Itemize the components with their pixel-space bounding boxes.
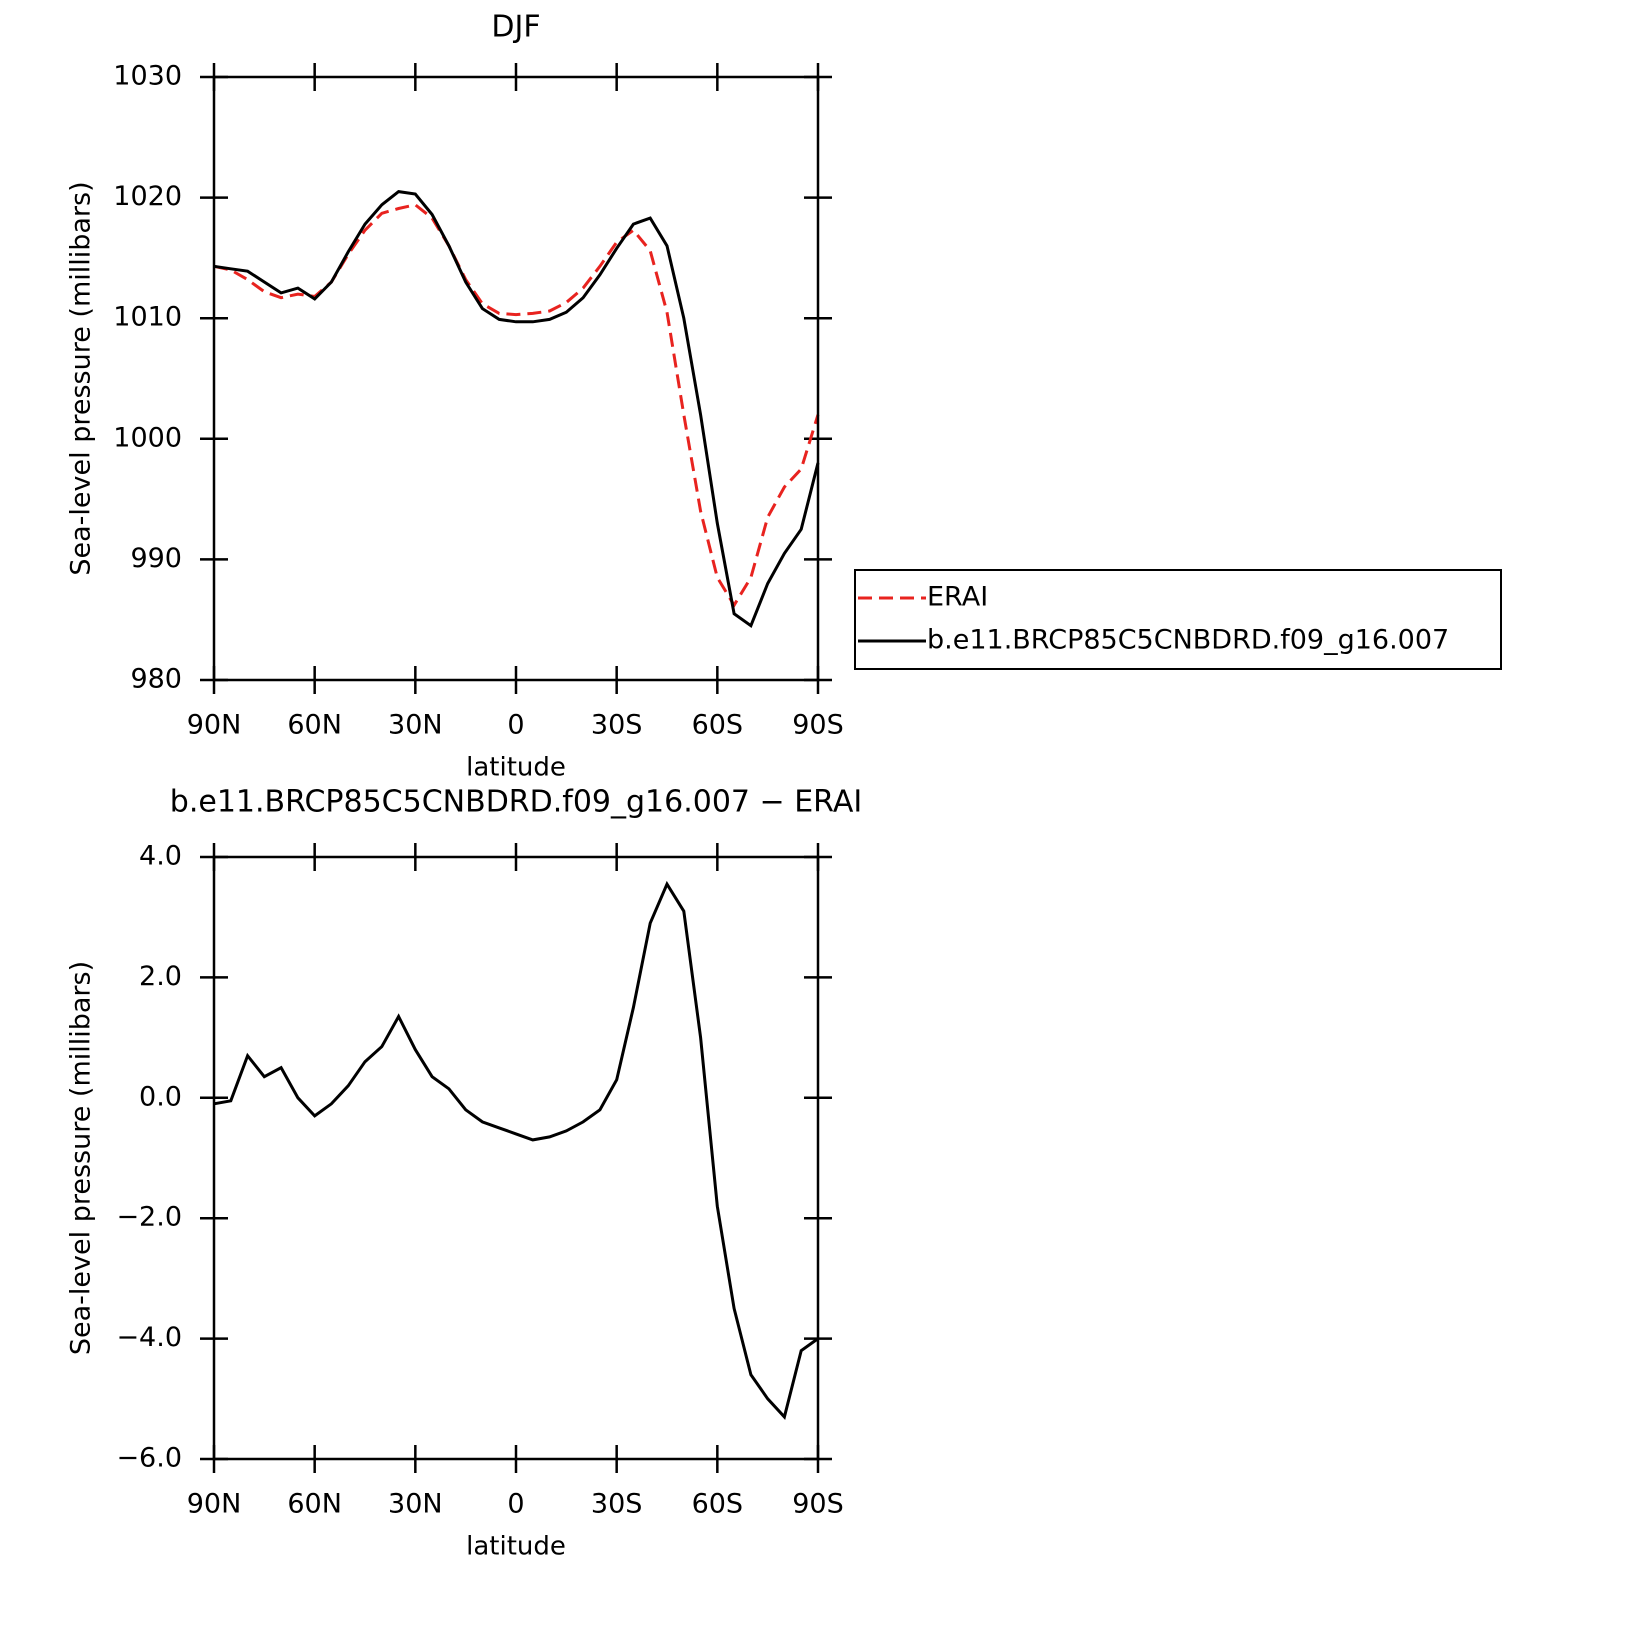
- x-tick-label: 30S: [591, 1489, 643, 1520]
- x-tick-label: 60N: [287, 1489, 342, 1520]
- y-tick-label: 0.0: [139, 1081, 182, 1112]
- y-tick-label: 990: [130, 543, 182, 574]
- y-tick-label: 1030: [113, 61, 182, 92]
- y-tick-label: −4.0: [116, 1322, 182, 1353]
- plot-frame: [212, 855, 820, 1461]
- y-tick-label: 1000: [113, 422, 182, 453]
- x-tick-label: 60N: [287, 710, 342, 741]
- legend-label: b.e11.BRCP85C5CNBDRD.f09_g16.007: [927, 625, 1449, 656]
- x-tick-label: 90N: [187, 1489, 242, 1520]
- x-tick-label: 90N: [187, 710, 242, 741]
- y-tick-label: 1020: [113, 181, 182, 212]
- x-tick-label: 30S: [591, 710, 643, 741]
- x-tick-label: 0: [507, 710, 524, 741]
- plot-frame: [212, 75, 820, 682]
- x-tick-label: 90S: [792, 710, 844, 741]
- y-tick-label: 1010: [113, 302, 182, 333]
- x-axis-label: latitude: [466, 753, 566, 783]
- series-line: [213, 203, 820, 609]
- x-tick-label: 30N: [388, 1489, 443, 1520]
- x-tick-label: 90S: [792, 1489, 844, 1520]
- y-tick-label: 2.0: [139, 961, 182, 992]
- y-tick-label: −2.0: [116, 1202, 182, 1233]
- chart-title: DJF: [491, 10, 540, 45]
- y-tick-label: −6.0: [116, 1443, 182, 1474]
- y-tick-label: 980: [130, 664, 182, 695]
- legend-box: [854, 569, 1502, 670]
- x-tick-label: 60S: [692, 710, 744, 741]
- legend-label: ERAI: [927, 582, 988, 613]
- x-tick-label: 0: [507, 1489, 524, 1520]
- x-tick-label: 30N: [388, 710, 443, 741]
- y-axis-label: Sea-level pressure (millibars): [66, 961, 97, 1355]
- y-tick-label: 4.0: [139, 841, 182, 872]
- y-axis-label: Sea-level pressure (millibars): [66, 181, 97, 575]
- x-tick-label: 60S: [692, 1489, 744, 1520]
- chart-title: b.e11.BRCP85C5CNBDRD.f09_g16.007 − ERAI: [170, 785, 862, 820]
- series-line: [213, 190, 820, 629]
- series-line: [213, 880, 819, 1420]
- x-axis-label: latitude: [466, 1532, 566, 1562]
